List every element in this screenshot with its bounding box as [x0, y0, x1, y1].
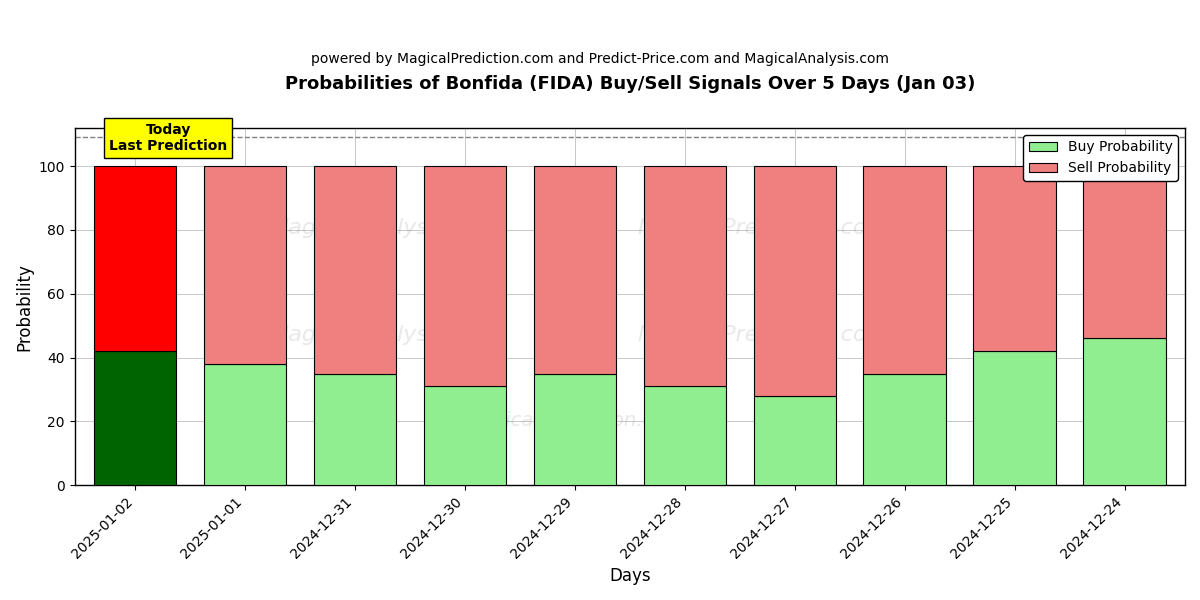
Bar	[94, 166, 176, 351]
Bar	[973, 351, 1056, 485]
Text: Today
Last Prediction: Today Last Prediction	[109, 123, 227, 154]
Bar	[204, 364, 287, 485]
Bar	[754, 396, 836, 485]
Bar	[534, 166, 616, 374]
Bar	[754, 166, 836, 396]
Bar	[313, 166, 396, 374]
Bar	[864, 166, 946, 374]
Bar	[1084, 338, 1165, 485]
Bar	[643, 166, 726, 386]
Bar	[864, 374, 946, 485]
Text: MagicalAnalysis.com: MagicalAnalysis.com	[270, 325, 502, 345]
Bar	[1084, 166, 1165, 338]
Text: powered by MagicalPrediction.com and Predict-Price.com and MagicalAnalysis.com: powered by MagicalPrediction.com and Pre…	[311, 52, 889, 66]
Bar	[313, 374, 396, 485]
Bar	[204, 166, 287, 364]
Bar	[94, 351, 176, 485]
Legend: Buy Probability, Sell Probability: Buy Probability, Sell Probability	[1024, 135, 1178, 181]
Y-axis label: Probability: Probability	[16, 263, 34, 350]
Bar	[643, 386, 726, 485]
Text: MagicalPrediction.com: MagicalPrediction.com	[637, 325, 889, 345]
Title: Probabilities of Bonfida (FIDA) Buy/Sell Signals Over 5 Days (Jan 03): Probabilities of Bonfida (FIDA) Buy/Sell…	[284, 75, 976, 93]
Bar	[973, 166, 1056, 351]
Bar	[424, 166, 506, 386]
Bar	[534, 374, 616, 485]
Text: MagicalPrediction.com: MagicalPrediction.com	[464, 412, 684, 430]
Text: MagicalPrediction.com: MagicalPrediction.com	[637, 218, 889, 238]
X-axis label: Days: Days	[610, 567, 650, 585]
Bar	[424, 386, 506, 485]
Text: MagicalAnalysis.com: MagicalAnalysis.com	[270, 218, 502, 238]
